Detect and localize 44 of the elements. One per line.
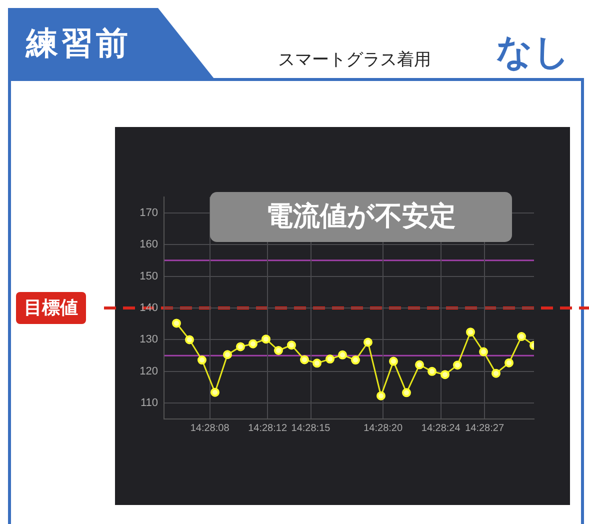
x-tick-label: 14:28:15 [291, 422, 331, 434]
point [492, 368, 501, 378]
y-tick-label: 120 [140, 365, 158, 378]
point [517, 332, 526, 342]
x-tick-label: 14:28:24 [421, 422, 461, 434]
point [261, 334, 270, 344]
point [363, 338, 372, 347]
point [466, 328, 476, 337]
point [388, 356, 398, 366]
ref-line-label: 目標値 [24, 298, 78, 319]
x-tick-label: 14:28:08 [190, 422, 230, 434]
y-tick-label: 160 [140, 238, 158, 251]
chart-subtitle: スマートグラス着用 [278, 49, 431, 71]
point [351, 356, 360, 365]
point [453, 360, 462, 370]
point [326, 354, 335, 364]
point [415, 360, 424, 370]
point [222, 350, 232, 360]
point [248, 339, 258, 348]
y-tick-label: 130 [140, 334, 158, 346]
point [402, 388, 412, 398]
y-tick-label: 110 [140, 397, 158, 410]
chart-title: 練習前 [26, 23, 131, 64]
point [300, 355, 310, 364]
x-tick-label: 14:28:27 [465, 422, 504, 434]
point [274, 346, 283, 355]
point [197, 356, 206, 365]
point [479, 347, 488, 356]
x-tick-label: 14:28:20 [364, 422, 403, 434]
point [376, 391, 386, 400]
y-tick-label: 150 [140, 270, 158, 282]
point [185, 335, 194, 344]
point [236, 342, 245, 352]
text: なし [496, 31, 570, 75]
point [312, 358, 322, 368]
y-tick-label: 170 [140, 206, 158, 219]
point [440, 370, 450, 380]
point [210, 388, 220, 397]
point [504, 358, 514, 368]
x-tick-label: 14:28:12 [248, 422, 288, 434]
point [428, 366, 437, 376]
point [338, 350, 347, 360]
point [286, 340, 296, 350]
point [172, 318, 181, 328]
